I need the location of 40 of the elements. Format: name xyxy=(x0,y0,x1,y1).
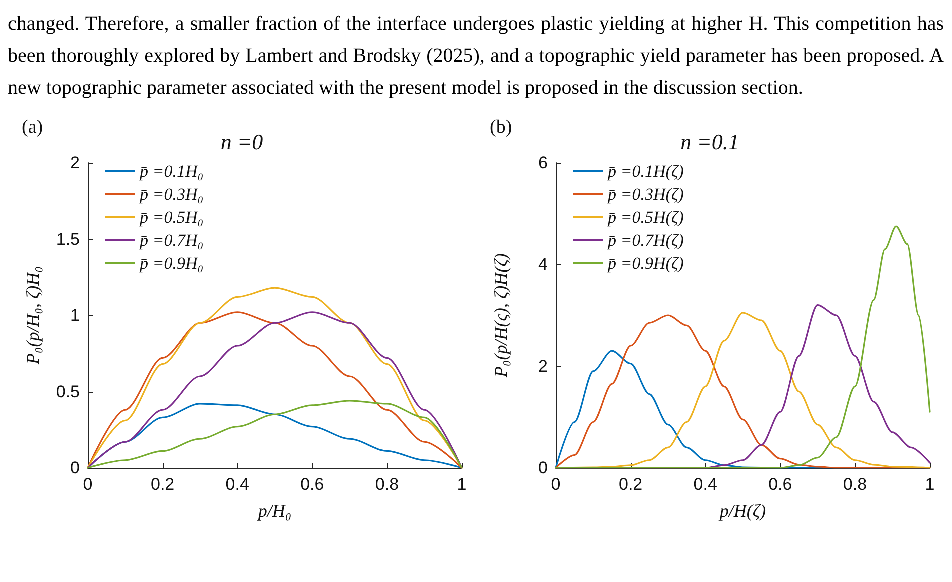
x-tick-label: 0.8 xyxy=(843,475,868,494)
text: (b) xyxy=(490,117,512,138)
y-tick-label: 6 xyxy=(538,154,548,172)
legend-label: p̄ =0.9H₀ xyxy=(139,254,204,273)
y-tick-label: 0.5 xyxy=(56,382,80,402)
x-tick-label: 0.4 xyxy=(226,475,250,494)
y-tick-label: 4 xyxy=(538,255,548,274)
y-axis-title: P₀(p/H(ς), ζ)H(ζ) xyxy=(491,253,511,379)
chart-title: n =0 xyxy=(220,130,264,154)
x-axis-title: p/H(ζ) xyxy=(718,501,766,521)
x-tick-label: 0.6 xyxy=(768,475,792,494)
x-tick-label: 0.8 xyxy=(375,475,400,494)
legend-label: p̄ =0.7H(ζ) xyxy=(607,231,684,250)
text: (a) xyxy=(22,117,44,138)
legend-label: p̄ =0.5H(ζ) xyxy=(607,208,684,227)
x-axis-title: p/H₀ xyxy=(256,501,292,521)
y-tick-label: 1 xyxy=(70,306,80,325)
x-tick-label: 1 xyxy=(925,475,935,494)
x-tick-label: 0.2 xyxy=(150,475,175,494)
legend-label: p̄ =0.1H(ζ) xyxy=(607,162,684,181)
legend-label: p̄ =0.5H₀ xyxy=(139,208,204,227)
text: changed. Therefore, a smaller fraction of the interface undergoes plastic yielding at higher H. This competition has been thoroughly explored by Lambert and Brodsky (2025), and a topographic yield parameter has been proposed. A new topographic parameter associated with the present model is proposed in the discussion section. xyxy=(8,12,944,101)
x-tick-label: 1 xyxy=(457,475,467,494)
legend-label: p̄ =0.3H₀ xyxy=(139,185,204,204)
chart-title: n =0.1 xyxy=(680,130,740,154)
x-tick-label: 0.2 xyxy=(618,475,643,494)
legend-label: p̄ =0.9H(ζ) xyxy=(607,254,684,273)
y-tick-label: 0 xyxy=(538,458,548,478)
y-tick-label: 1.5 xyxy=(56,230,80,249)
x-tick-label: 0 xyxy=(551,475,561,494)
y-axis-title: P₀(p/H₀, ζ)H₀ xyxy=(23,266,43,366)
legend-label: p̄ =0.1H₀ xyxy=(139,162,204,181)
y-tick-label: 2 xyxy=(70,154,80,172)
legend-label: p̄ =0.3H(ζ) xyxy=(607,185,684,204)
x-tick-label: 0 xyxy=(83,475,93,494)
x-tick-label: 0.4 xyxy=(694,475,718,494)
y-tick-label: 0 xyxy=(70,458,80,478)
legend-label: p̄ =0.7H₀ xyxy=(139,231,204,250)
x-tick-label: 0.6 xyxy=(300,475,324,494)
y-tick-label: 2 xyxy=(538,356,548,376)
